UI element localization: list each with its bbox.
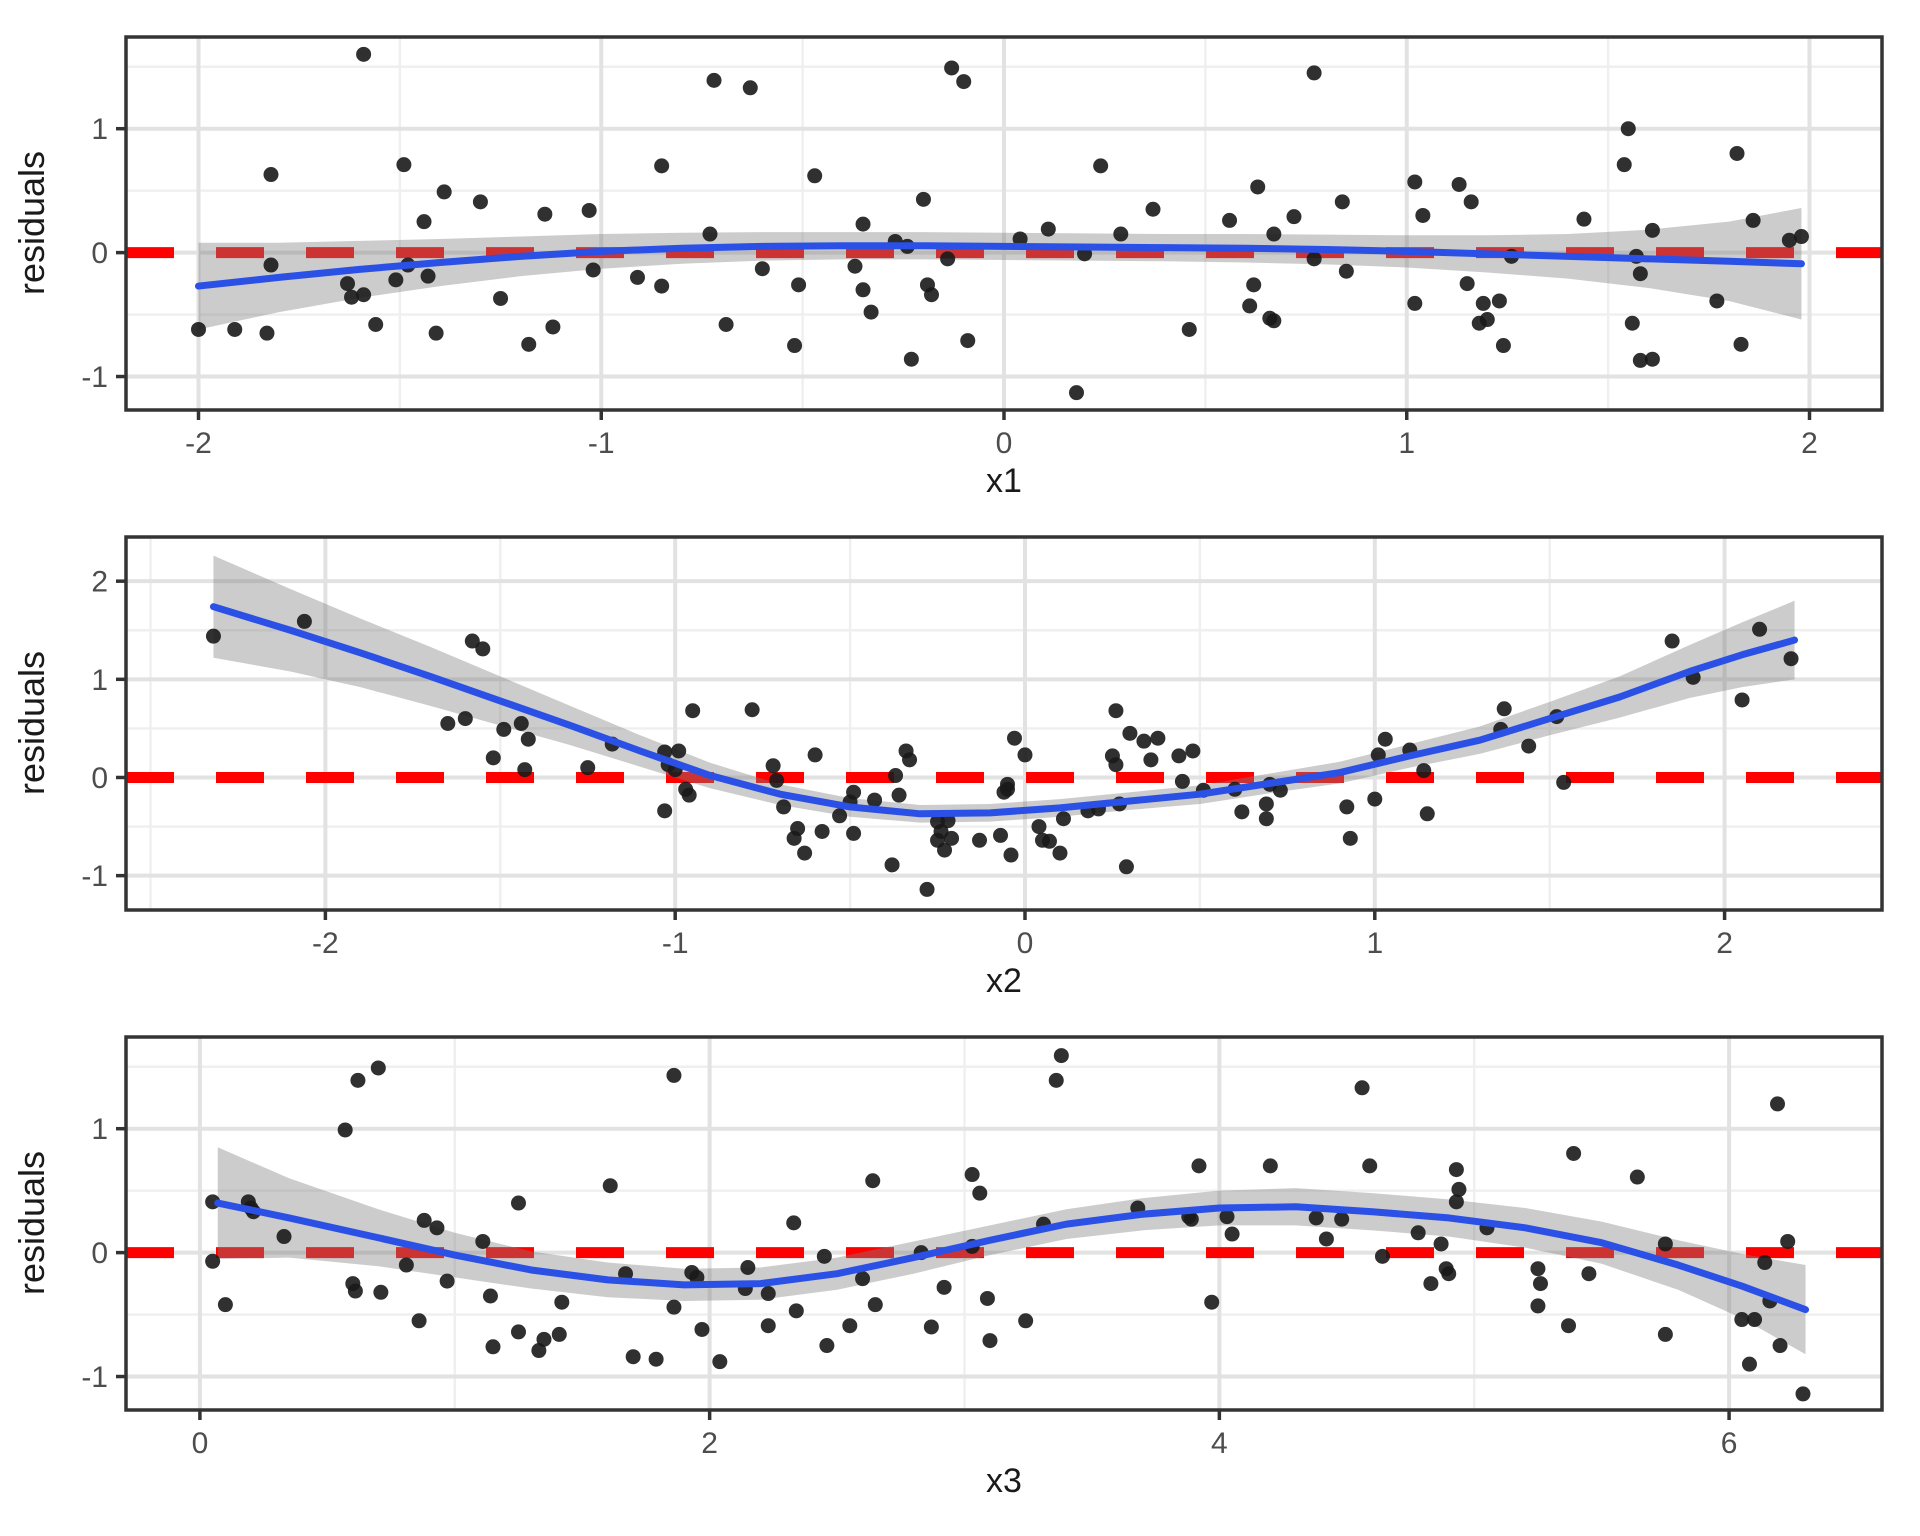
svg-text:2: 2 <box>91 566 108 599</box>
y-axis-ticks <box>116 1126 126 1379</box>
confidence-band <box>198 208 1802 330</box>
panel-x3-plot: 0 2 4 6 -1 0 1 x3 residuals <box>11 1035 1884 1500</box>
smooth-line <box>209 603 1799 818</box>
y-axis-tick-labels: -1 0 1 2 <box>81 566 108 893</box>
y-axis-tick-labels: -1 0 1 <box>81 1113 108 1394</box>
svg-text:1: 1 <box>91 664 108 697</box>
svg-text:-1: -1 <box>588 427 615 460</box>
svg-text:-1: -1 <box>662 927 689 960</box>
svg-text:6: 6 <box>1721 1427 1738 1460</box>
x-axis-tick-labels: -2 -1 0 1 2 <box>185 427 1818 460</box>
svg-text:0: 0 <box>192 1427 209 1460</box>
svg-text:-1: -1 <box>81 1361 108 1394</box>
y-axis-ticks <box>116 126 126 379</box>
panel-x3: 0 2 4 6 -1 0 1 x3 residuals <box>0 1024 1920 1536</box>
svg-text:0: 0 <box>91 1237 108 1270</box>
x-axis-ticks <box>196 410 1812 420</box>
y-axis-title: residuals <box>11 651 52 795</box>
y-axis-ticks <box>116 579 126 878</box>
svg-text:0: 0 <box>1017 927 1034 960</box>
svg-text:2: 2 <box>1801 427 1818 460</box>
y-axis-title: residuals <box>11 151 52 295</box>
svg-text:-1: -1 <box>81 361 108 394</box>
panel-x1: -2 -1 0 1 2 -1 0 1 x1 residuals <box>0 0 1920 512</box>
panel-border <box>124 1035 1884 1412</box>
confidence-band <box>217 1147 1806 1355</box>
x-axis-title: x2 <box>986 962 1022 1000</box>
svg-text:0: 0 <box>996 427 1013 460</box>
x-axis-ticks <box>323 910 1727 920</box>
svg-text:0: 0 <box>91 237 108 270</box>
svg-text:1: 1 <box>1398 427 1415 460</box>
panel-x2-plot: -2 -1 0 1 2 -1 0 1 2 x2 residuals <box>11 535 1884 1000</box>
panel-x1-plot: -2 -1 0 1 2 -1 0 1 x1 residuals <box>11 35 1884 500</box>
svg-text:-2: -2 <box>312 927 339 960</box>
panel-x2: -2 -1 0 1 2 -1 0 1 2 x2 residuals <box>0 512 1920 1024</box>
grid-minor <box>126 537 1882 910</box>
x-axis-ticks <box>198 1410 1731 1420</box>
y-axis-title: residuals <box>11 1151 52 1295</box>
svg-text:4: 4 <box>1211 1427 1228 1460</box>
svg-text:2: 2 <box>1716 927 1733 960</box>
svg-text:2: 2 <box>701 1427 718 1460</box>
smooth-line <box>194 242 1805 290</box>
x-axis-tick-labels: 0 2 4 6 <box>192 1427 1738 1460</box>
grid-major <box>126 37 1882 410</box>
scatter-points <box>205 1048 1811 1402</box>
y-axis-tick-labels: -1 0 1 <box>81 113 108 394</box>
svg-text:-2: -2 <box>185 427 212 460</box>
svg-text:1: 1 <box>91 113 108 146</box>
svg-text:0: 0 <box>91 762 108 795</box>
svg-text:1: 1 <box>91 1113 108 1146</box>
x-axis-tick-labels: -2 -1 0 1 2 <box>312 927 1733 960</box>
svg-text:-1: -1 <box>81 860 108 893</box>
svg-text:1: 1 <box>1366 927 1383 960</box>
smooth-line <box>214 1199 1810 1314</box>
x-axis-title: x3 <box>986 1462 1022 1500</box>
panel-border <box>124 535 1884 912</box>
x-axis-title: x1 <box>986 462 1022 500</box>
scatter-points <box>190 46 1809 401</box>
